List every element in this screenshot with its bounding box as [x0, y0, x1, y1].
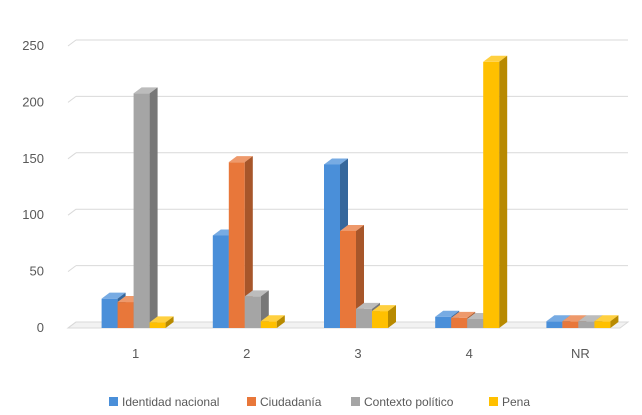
bar-front: [546, 321, 563, 328]
y-tick-label: 200: [22, 94, 44, 109]
bar-front: [372, 311, 388, 328]
bar-side: [149, 87, 158, 328]
gridline-depth: [67, 265, 77, 273]
bar: [260, 315, 285, 328]
bar: [149, 316, 174, 328]
bar-front: [149, 322, 166, 328]
bar-front: [228, 162, 245, 328]
legend-swatch: [109, 397, 118, 406]
bar: [133, 87, 158, 328]
y-tick-label: 100: [22, 207, 44, 222]
x-tick-label: NR: [571, 346, 590, 361]
legend-label: Contexto político: [364, 395, 454, 409]
bar-front: [594, 321, 611, 328]
y-tick-label: 0: [37, 320, 44, 335]
bar-front: [324, 164, 340, 328]
bar-front: [133, 93, 150, 328]
bar-front: [212, 235, 229, 328]
y-axis-ticks: 0 50 100 150 200 250: [22, 38, 44, 335]
legend-swatch: [247, 397, 256, 406]
legend-swatch: [351, 397, 360, 406]
bar-side: [244, 156, 253, 328]
y-tick-label: 150: [22, 151, 44, 166]
bar-front: [483, 61, 500, 329]
bar-front: [244, 296, 261, 328]
x-tick-label: 1: [132, 346, 139, 361]
bar-front: [578, 321, 595, 328]
bar-front: [117, 302, 134, 328]
bar: [340, 224, 364, 328]
gridline-depth: [67, 152, 77, 160]
gridline-depth: [67, 321, 77, 329]
x-axis-ticks: 1 2 3 4 NR: [132, 346, 590, 361]
bar-front: [451, 317, 468, 328]
x-tick-label: 4: [466, 346, 473, 361]
bar-side: [276, 315, 285, 328]
y-tick-label: 50: [30, 264, 44, 279]
bar: [594, 315, 619, 328]
bar-front: [101, 298, 118, 328]
legend-swatch: [489, 397, 498, 406]
legend: Identidad nacional Ciudadanía Contexto pol…: [109, 395, 530, 409]
gridline-depth: [67, 39, 77, 47]
bar-front: [356, 308, 372, 328]
bar-side: [499, 55, 508, 329]
gridline-depth: [67, 208, 77, 216]
y-tick-label: 250: [22, 38, 44, 53]
bar-front: [562, 321, 579, 328]
bar: [483, 55, 508, 329]
x-tick-label: 2: [243, 346, 250, 361]
bar: [372, 305, 396, 328]
gridline-depth: [67, 96, 77, 103]
bar-side: [356, 224, 364, 328]
bar-side: [165, 316, 174, 328]
bar: [228, 156, 253, 328]
bar-front: [260, 321, 277, 328]
bar-front: [467, 318, 484, 328]
x-tick-label: 3: [354, 346, 361, 361]
legend-label: Identidad nacional: [122, 395, 219, 409]
bars: [101, 55, 619, 329]
legend-label: Ciudadanía: [260, 395, 322, 409]
legend-label: Pena: [502, 395, 530, 409]
bar-side: [388, 305, 396, 328]
bar-front: [435, 316, 452, 328]
bar-side: [610, 315, 619, 328]
bar-front: [340, 230, 356, 328]
